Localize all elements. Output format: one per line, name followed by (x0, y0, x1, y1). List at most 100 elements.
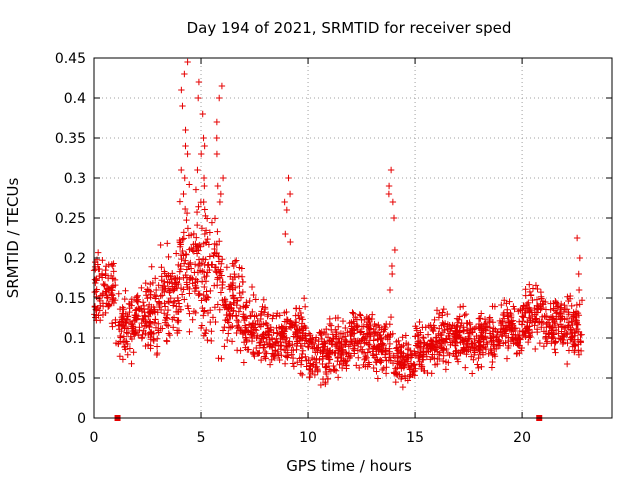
data-point (344, 357, 351, 365)
data-point (314, 344, 321, 351)
grid (94, 58, 612, 418)
data-point (192, 284, 200, 291)
data-point (348, 329, 355, 336)
data-point (496, 342, 504, 349)
data-point (366, 341, 373, 349)
data-point (321, 339, 328, 347)
data-point (202, 227, 210, 234)
data-point (236, 289, 243, 297)
data-point (287, 238, 294, 246)
data-point (110, 299, 118, 307)
data-point (180, 260, 188, 267)
data-point (257, 323, 264, 330)
data-point (168, 280, 176, 287)
data-point (158, 264, 165, 271)
data-point (573, 325, 580, 333)
data-point (330, 366, 338, 374)
data-point (426, 342, 433, 349)
data-point (575, 340, 582, 348)
data-point (384, 336, 391, 343)
y-tick-label: 0.15 (55, 291, 86, 307)
data-point (243, 336, 250, 344)
data-point (513, 350, 520, 358)
data-point (543, 312, 550, 320)
data-point (187, 274, 195, 282)
data-point (185, 261, 193, 268)
data-point (173, 279, 181, 286)
data-point (297, 342, 304, 350)
data-point (412, 352, 420, 359)
data-point (502, 330, 510, 337)
data-point (476, 338, 484, 345)
data-point (203, 272, 210, 280)
data-point (178, 291, 186, 298)
data-point (150, 337, 158, 345)
data-point (299, 347, 307, 354)
data-point (380, 341, 387, 349)
data-point (457, 339, 464, 346)
data-point (569, 333, 576, 341)
data-point (233, 347, 241, 354)
data-point (492, 334, 500, 341)
data-points (90, 58, 586, 421)
y-tick-label: 0.1 (64, 331, 86, 347)
data-point (262, 320, 270, 327)
data-point (540, 343, 548, 350)
data-point (353, 322, 361, 329)
data-point (294, 359, 301, 366)
data-point (511, 305, 518, 313)
data-point (235, 308, 243, 315)
data-point (270, 329, 277, 336)
y-tick-label: 0.35 (55, 131, 86, 147)
data-point (126, 345, 134, 352)
data-point (218, 82, 226, 90)
data-point (334, 374, 342, 381)
data-point (385, 190, 393, 198)
data-point (439, 346, 447, 354)
data-point (176, 268, 183, 275)
data-point (376, 331, 383, 339)
data-point (235, 318, 242, 326)
data-point (454, 323, 461, 330)
data-point (280, 324, 288, 331)
data-point (298, 320, 306, 327)
data-point (462, 364, 469, 371)
data-point (123, 316, 131, 324)
data-point (148, 263, 155, 270)
data-point (377, 356, 384, 364)
data-point (538, 304, 545, 312)
data-point (221, 296, 228, 304)
data-point (233, 257, 240, 264)
data-point (442, 358, 450, 366)
data-point (543, 340, 550, 347)
data-point (239, 288, 247, 296)
data-point (200, 240, 207, 248)
data-point (378, 348, 385, 356)
data-point (207, 307, 214, 314)
data-point (191, 279, 199, 286)
data-point (193, 234, 200, 241)
data-point (200, 291, 207, 299)
data-point (198, 259, 206, 267)
data-point (334, 314, 342, 322)
data-point (127, 333, 134, 340)
data-point (445, 330, 453, 337)
data-point (237, 326, 244, 334)
data-point (99, 257, 106, 264)
data-point (153, 343, 161, 350)
data-point (253, 344, 260, 352)
data-point (571, 348, 578, 356)
data-point (489, 358, 496, 366)
y-tick-label: 0.3 (64, 171, 86, 187)
x-tick-label: 10 (299, 430, 317, 446)
data-point (557, 313, 564, 320)
data-point (190, 241, 197, 248)
data-point (403, 353, 411, 361)
data-point (505, 342, 512, 350)
chart-title: Day 194 of 2021, SRMTID for receiver spe… (187, 19, 512, 37)
data-point (420, 339, 428, 346)
data-point (257, 356, 265, 364)
data-point (335, 335, 343, 342)
data-point (104, 294, 112, 302)
data-point (349, 309, 356, 316)
